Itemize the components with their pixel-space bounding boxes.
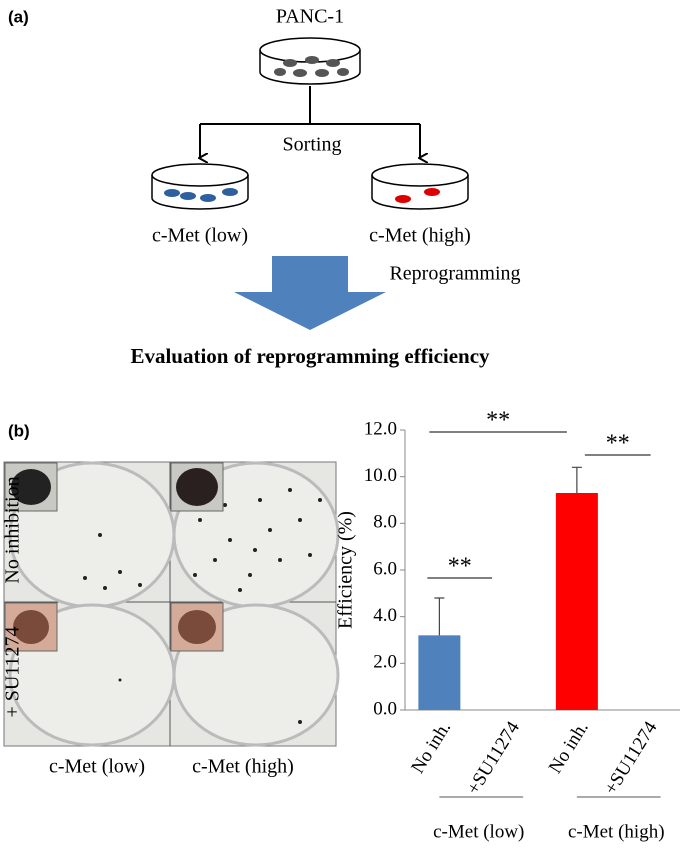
label: c-Met (low) xyxy=(152,225,248,247)
x-tick-label: +SU11274 xyxy=(463,717,524,798)
panel-label: (a) xyxy=(8,7,29,26)
x-tick-label: No inh. xyxy=(407,718,455,777)
y-axis-label: Efficiency (%) xyxy=(335,511,357,629)
y-tick-label: 12.0 xyxy=(364,418,397,439)
dish xyxy=(259,37,361,85)
bar-chart: 0.0 2.0 4.0 6.0 8.0 10.0 12.0 Efficiency (%) No … xyxy=(335,408,680,842)
row-label: No inhibition xyxy=(2,476,24,583)
x-tick-label: No inh. xyxy=(545,718,593,777)
y-tick-label: 6.0 xyxy=(373,558,397,579)
error-bar xyxy=(434,597,445,636)
label: c-Met (high) xyxy=(369,225,471,247)
label: Sorting xyxy=(283,134,342,156)
col-label: c-Met (high) xyxy=(192,756,294,778)
bar xyxy=(418,635,461,710)
panel-label: (b) xyxy=(8,421,30,440)
significance: ** xyxy=(448,554,472,580)
y-tick-label: 4.0 xyxy=(373,605,397,626)
significance: ** xyxy=(606,431,630,457)
row-label: + SU11274 xyxy=(2,626,24,717)
label: Reprogramming xyxy=(389,263,520,285)
y-tick-label: 10.0 xyxy=(364,465,397,486)
significance: ** xyxy=(486,408,510,434)
photos xyxy=(3,461,340,747)
group-label: c-Met (high) xyxy=(568,821,665,842)
bar xyxy=(555,493,598,710)
x-tick-label: +SU11274 xyxy=(600,717,661,798)
y-tick-label: 2.0 xyxy=(373,652,397,673)
result: Evaluation of reprogramming efficiency xyxy=(130,344,490,368)
col-label: c-Met (low) xyxy=(49,756,145,778)
big-arrow xyxy=(234,256,386,330)
dish xyxy=(151,163,249,210)
y-tick-label: 8.0 xyxy=(373,512,397,533)
arrows xyxy=(200,86,420,158)
error-bar xyxy=(571,466,582,493)
y-tick-label: 0.0 xyxy=(373,698,397,719)
label: PANC-1 xyxy=(276,6,344,28)
dish xyxy=(371,163,469,210)
group-label: c-Met (low) xyxy=(433,821,524,842)
